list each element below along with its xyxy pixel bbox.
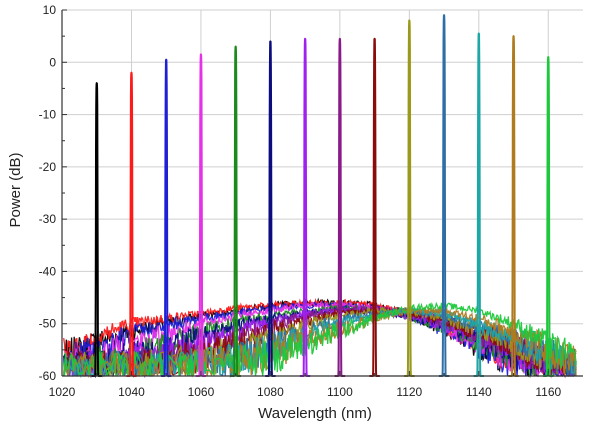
baseline-noise-series	[63, 305, 576, 379]
y-tick-label: -50	[39, 317, 57, 331]
x-tick-label: 1040	[118, 385, 145, 399]
ticks: 10 0 -10 -20 -30 -40 -50 -60 1020 1040 1060 1080 110…	[39, 3, 562, 399]
x-tick-label: 1160	[535, 385, 561, 399]
y-tick-label: 10	[43, 3, 57, 17]
x-tick-label: 1060	[188, 385, 215, 399]
y-axis-label: Power (dB)	[7, 152, 24, 227]
y-tick-label: -20	[39, 160, 57, 174]
baseline-noise-layer	[63, 297, 577, 379]
x-tick-label: 1080	[257, 385, 284, 399]
baseline-noise-series	[63, 300, 577, 377]
y-tick-label: -10	[39, 108, 57, 122]
y-tick-label: -60	[39, 369, 57, 383]
baseline-noise-series	[63, 306, 577, 378]
x-axis-label: Wavelength (nm)	[258, 405, 372, 422]
y-tick-label: -30	[39, 212, 57, 226]
x-tick-label: 1120	[396, 385, 422, 399]
x-tick-label: 1100	[327, 385, 353, 399]
y-tick-label: -40	[39, 264, 57, 278]
peak-series	[368, 37, 381, 377]
peak-series	[90, 82, 103, 377]
y-tick-label: 0	[49, 55, 56, 69]
x-tick-label: 1020	[49, 385, 76, 399]
x-tick-label: 1140	[466, 385, 492, 399]
